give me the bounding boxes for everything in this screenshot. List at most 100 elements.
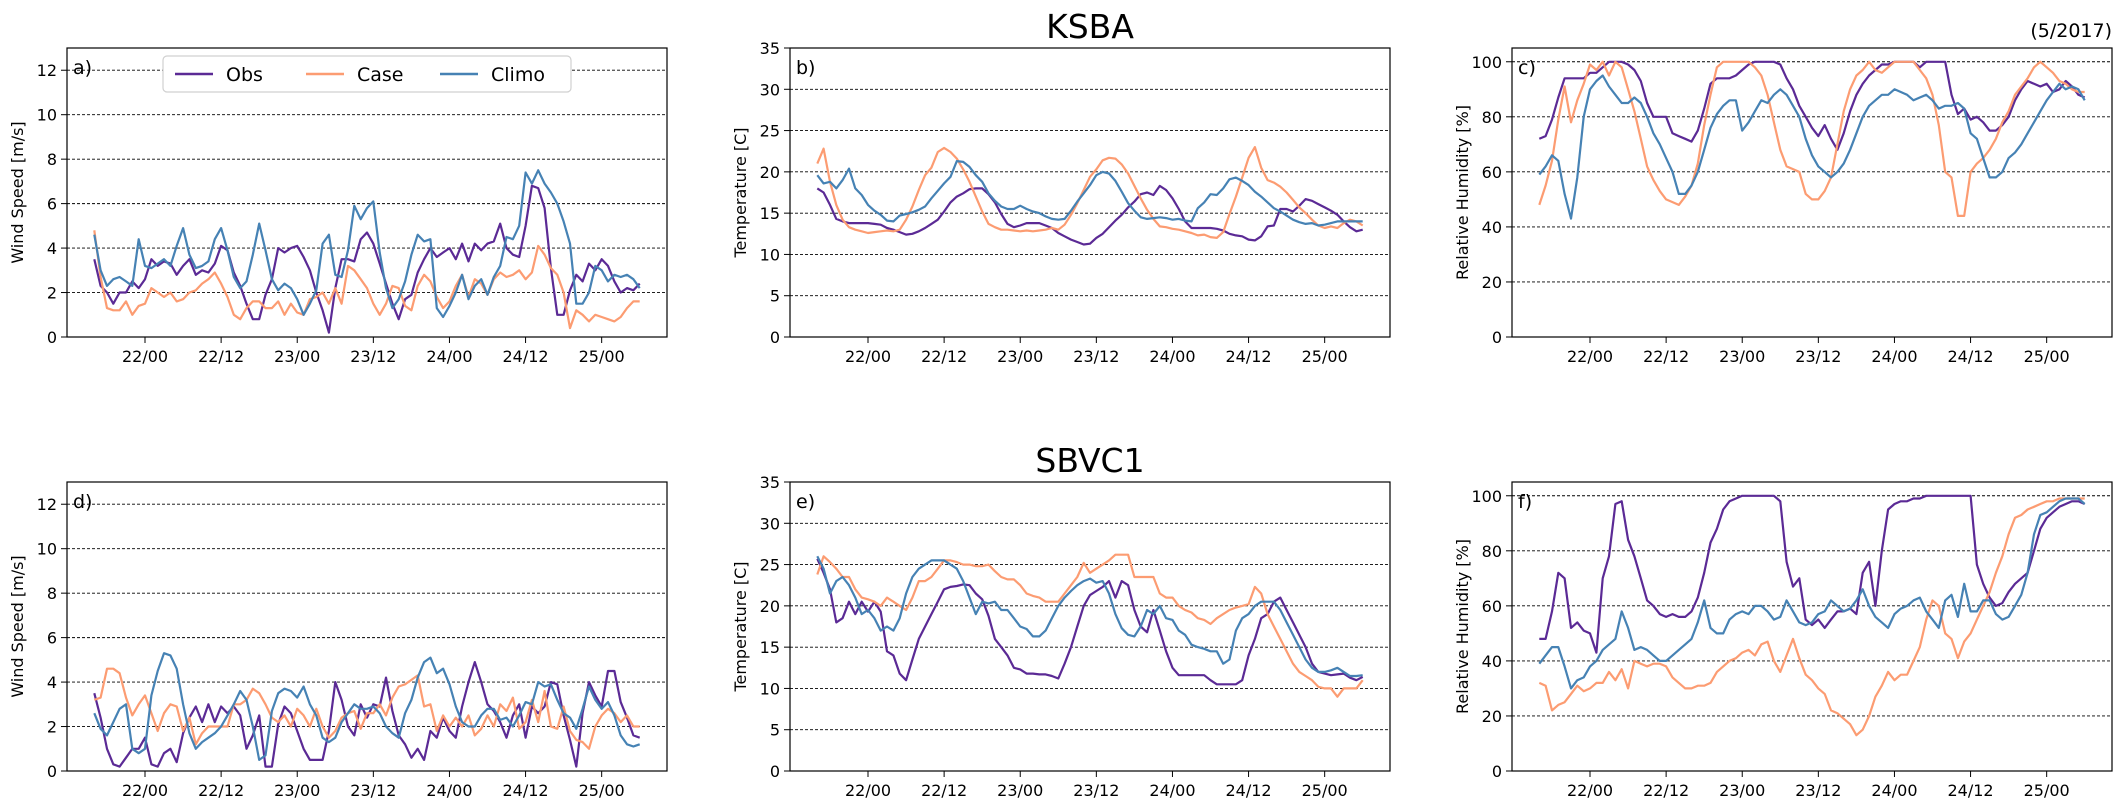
- y-tick-label: 4: [47, 673, 57, 692]
- x-tick-label: 23/12: [350, 781, 396, 800]
- y-tick-label: 10: [760, 245, 780, 264]
- x-tick-label: 23/12: [1795, 347, 1841, 366]
- y-tick-label: 60: [1482, 163, 1502, 182]
- y-axis-label: Relative Humidity [%]: [1453, 105, 1472, 280]
- x-tick-label: 22/12: [198, 347, 244, 366]
- panel-c: 0 20 40 60 80 100 22/00 22/12 23/00 23/12 24/00 24/…: [1453, 47, 2113, 366]
- y-tick-label: 40: [1482, 218, 1502, 237]
- axes-frame: [1511, 47, 2113, 338]
- y-tick-label: 20: [1482, 707, 1502, 726]
- legend-label-obs: Obs: [226, 64, 263, 86]
- y-tick-label: 100: [1471, 487, 1502, 506]
- y-tick-label: 25: [760, 122, 780, 141]
- x-tick-label: 22/12: [921, 781, 967, 800]
- y-tick-label: 0: [47, 762, 57, 781]
- y-tick-label: 100: [1471, 53, 1502, 72]
- series-case: [816, 553, 1364, 698]
- y-tick-label: 12: [37, 61, 57, 80]
- panel-label: d): [73, 491, 92, 513]
- y-tick-label: 20: [1482, 273, 1502, 292]
- x-tick-label: 24/00: [426, 347, 472, 366]
- x-tick-label: 23/12: [1073, 347, 1119, 366]
- y-tick-label: 25: [760, 556, 780, 575]
- y-tick-label: 10: [760, 679, 780, 698]
- x-tick-label: 22/12: [921, 347, 967, 366]
- y-axis-label: Wind Speed [m/s]: [8, 121, 27, 263]
- x-tick-label: 25/00: [579, 781, 625, 800]
- x-tick-label: 23/12: [1795, 781, 1841, 800]
- x-tick-label: 24/00: [426, 781, 472, 800]
- series-climo: [1538, 497, 2086, 690]
- series-case: [1538, 60, 2085, 217]
- y-axis-label: Temperature [C]: [731, 561, 750, 692]
- x-tick-label: 22/00: [122, 347, 168, 366]
- x-tick-label: 24/00: [1871, 781, 1917, 800]
- series-case: [93, 230, 640, 330]
- y-tick-label: 60: [1482, 597, 1502, 616]
- y-tick-label: 4: [47, 239, 57, 258]
- y-tick-label: 0: [47, 328, 57, 347]
- series-climo: [1538, 74, 2086, 220]
- series-climo: [816, 555, 1363, 678]
- x-tick-label: 23/12: [350, 347, 396, 366]
- x-tick-label: 24/12: [1948, 347, 1994, 366]
- y-tick-label: 2: [47, 284, 57, 303]
- x-tick-label: 25/00: [2024, 781, 2070, 800]
- x-tick-label: 22/12: [198, 781, 244, 800]
- y-tick-label: 35: [760, 39, 780, 58]
- x-tick-label: 22/00: [1567, 347, 1613, 366]
- x-tick-label: 25/00: [1302, 347, 1348, 366]
- x-tick-label: 22/00: [1567, 781, 1613, 800]
- x-tick-label: 24/12: [503, 347, 549, 366]
- y-tick-label: 80: [1482, 542, 1502, 561]
- x-tick-label: 22/00: [845, 781, 891, 800]
- x-tick-label: 24/00: [1871, 347, 1917, 366]
- x-tick-label: 23/00: [1719, 347, 1765, 366]
- y-axis-label: Relative Humidity [%]: [1453, 539, 1472, 714]
- y-tick-label: 80: [1482, 108, 1502, 127]
- axes-frame: [789, 481, 1391, 772]
- panel-label: c): [1518, 57, 1536, 79]
- y-tick-label: 0: [1492, 762, 1502, 781]
- y-tick-label: 10: [37, 106, 57, 125]
- panel-a: 0 2 4 6 8 10 12 22/00 22/12 23/00 23/12 24/00 24/12 2…: [8, 47, 668, 366]
- y-tick-label: 10: [37, 540, 57, 559]
- axes-frame: [66, 47, 668, 338]
- x-tick-label: 25/00: [2024, 347, 2070, 366]
- x-tick-label: 24/12: [1226, 781, 1272, 800]
- y-tick-label: 30: [760, 80, 780, 99]
- panel-label: b): [796, 57, 815, 79]
- x-tick-label: 24/12: [1226, 347, 1272, 366]
- panel-label: a): [73, 57, 92, 79]
- date-label: (5/2017): [2030, 20, 2112, 42]
- series-climo: [816, 160, 1363, 227]
- x-tick-label: 23/00: [1719, 781, 1765, 800]
- series-climo: [93, 169, 641, 319]
- y-tick-label: 15: [760, 204, 780, 223]
- series-obs: [1539, 494, 2086, 654]
- x-tick-label: 24/12: [1948, 781, 1994, 800]
- series-case: [93, 667, 640, 750]
- x-tick-label: 24/00: [1149, 781, 1195, 800]
- panel-e: 0 5 10 15 20 25 30 35 22/00 22/12 23/00 23/12 24/00 2…: [731, 441, 1391, 800]
- x-tick-label: 22/00: [122, 781, 168, 800]
- legend-label-case: Case: [357, 64, 404, 86]
- panel-b: 0 5 10 15 20 25 30 35 22/00 22/12 23/00 23/12 24/00 2…: [731, 7, 1391, 366]
- y-tick-label: 8: [47, 150, 57, 169]
- y-tick-label: 35: [760, 473, 780, 492]
- x-tick-label: 23/00: [274, 347, 320, 366]
- x-tick-label: 22/12: [1643, 781, 1689, 800]
- axes-frame: [1511, 481, 2113, 772]
- y-tick-label: 15: [760, 638, 780, 657]
- y-tick-label: 20: [760, 597, 780, 616]
- y-tick-label: 12: [37, 495, 57, 514]
- y-tick-label: 0: [770, 762, 780, 781]
- panel-title: KSBA: [1046, 7, 1134, 46]
- x-tick-label: 25/00: [1302, 781, 1348, 800]
- series-case: [1538, 497, 2085, 737]
- legend-box: [162, 55, 572, 93]
- y-tick-label: 0: [1492, 328, 1502, 347]
- x-tick-label: 23/00: [274, 781, 320, 800]
- panel-d: 0 2 4 6 8 10 12 22/00 22/12 23/00 23/12 24/00 24/12 2…: [8, 481, 668, 800]
